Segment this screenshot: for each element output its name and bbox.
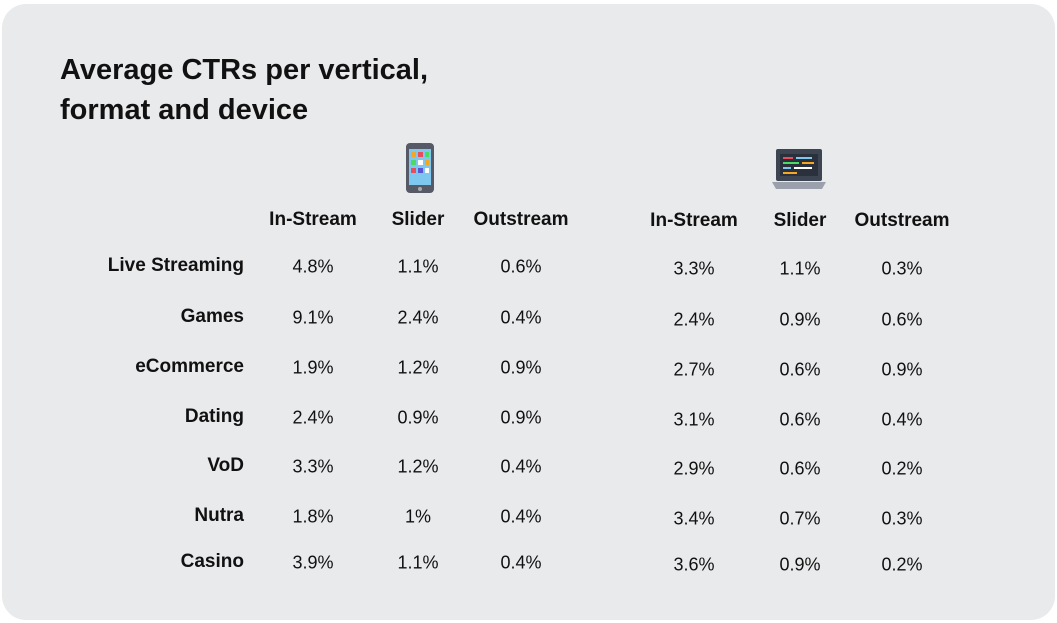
value-cell: 1.9% bbox=[292, 357, 334, 378]
column-header: Outstream bbox=[473, 209, 569, 230]
value-cell: 0.3% bbox=[881, 258, 923, 279]
value-cell: 3.6% bbox=[673, 554, 715, 575]
card bbox=[2, 4, 1055, 620]
title: Average CTRs per vertical, format and de… bbox=[60, 54, 429, 126]
value-cell: 2.4% bbox=[397, 307, 439, 328]
value-cell: 0.4% bbox=[500, 456, 542, 477]
value-cell: 0.6% bbox=[779, 458, 821, 479]
value-cell: 0.6% bbox=[881, 309, 923, 330]
value-cell: 1% bbox=[404, 506, 432, 527]
mobile-icon bbox=[406, 143, 434, 193]
value-cell: 3.1% bbox=[673, 409, 715, 430]
value-cell: 0.9% bbox=[779, 309, 821, 330]
value-cell: 2.4% bbox=[673, 309, 715, 330]
desktop-icon bbox=[772, 149, 826, 189]
value-cell: 1.2% bbox=[397, 456, 439, 477]
value-cell: 0.7% bbox=[779, 508, 821, 529]
value-cell: 0.9% bbox=[500, 357, 542, 378]
value-cell: 2.4% bbox=[292, 407, 334, 428]
row-label: Nutra bbox=[194, 505, 244, 526]
value-cell: 3.3% bbox=[673, 258, 715, 279]
row-label: Games bbox=[180, 306, 244, 327]
row-label: Casino bbox=[180, 551, 244, 572]
column-header: Slider bbox=[773, 210, 827, 231]
column-header: In-Stream bbox=[650, 210, 738, 231]
value-cell: 3.9% bbox=[292, 552, 334, 573]
value-cell: 0.6% bbox=[779, 409, 821, 430]
value-cell: 0.4% bbox=[881, 409, 923, 430]
value-cell: 0.9% bbox=[779, 554, 821, 575]
row-label: Dating bbox=[184, 406, 244, 427]
value-cell: 0.4% bbox=[500, 307, 542, 328]
value-cell: 1.1% bbox=[779, 258, 821, 279]
value-cell: 0.6% bbox=[500, 256, 542, 277]
value-cell: 0.2% bbox=[881, 458, 923, 479]
row-label: Live Streaming bbox=[107, 255, 244, 276]
row-label: eCommerce bbox=[135, 356, 244, 377]
value-cell: 1.1% bbox=[397, 256, 439, 277]
value-cell: 0.3% bbox=[881, 508, 923, 529]
value-cell: 0.9% bbox=[397, 407, 439, 428]
value-cell: 0.4% bbox=[500, 552, 542, 573]
value-cell: 3.3% bbox=[292, 456, 334, 477]
row-label: VoD bbox=[207, 455, 244, 476]
value-cell: 1.8% bbox=[292, 506, 334, 527]
value-cell: 4.8% bbox=[292, 256, 334, 277]
value-cell: 0.6% bbox=[779, 359, 821, 380]
value-cell: 0.9% bbox=[500, 407, 542, 428]
value-cell: 0.4% bbox=[500, 506, 542, 527]
column-header: Outstream bbox=[854, 210, 950, 231]
value-cell: 3.4% bbox=[673, 508, 715, 529]
value-cell: 1.1% bbox=[397, 552, 439, 573]
value-cell: 9.1% bbox=[292, 307, 334, 328]
value-cell: 2.9% bbox=[673, 458, 715, 479]
value-cell: 0.2% bbox=[881, 554, 923, 575]
value-cell: 1.2% bbox=[397, 357, 439, 378]
value-cell: 0.9% bbox=[881, 359, 923, 380]
column-header: Slider bbox=[391, 209, 445, 230]
value-cell: 2.7% bbox=[673, 359, 715, 380]
column-header: In-Stream bbox=[269, 209, 357, 230]
